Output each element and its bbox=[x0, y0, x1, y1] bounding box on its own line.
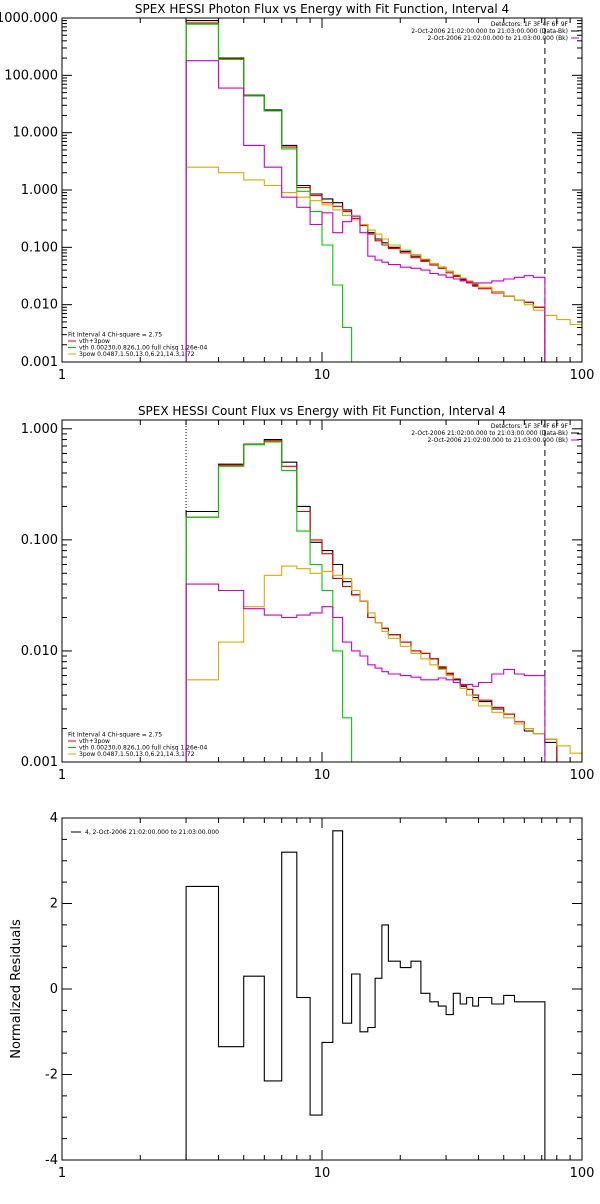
series-line-1 bbox=[185, 830, 546, 1160]
chart-panel-2: SPEX HESSI Count Flux vs Energy with Fit… bbox=[21, 404, 595, 783]
chart-title: SPEX HESSI Count Flux vs Energy with Fit… bbox=[138, 404, 506, 418]
legend-entry-text: Detectors: 1F 3F 4F 6F 9F bbox=[491, 423, 569, 430]
legend-entry-text: Detectors: 1F 3F 4F 6F 9F bbox=[491, 21, 569, 28]
y-tick-label: 100.000 bbox=[4, 68, 58, 83]
y-tick-label: 1000.000 bbox=[0, 11, 58, 26]
x-tick-label: 100 bbox=[570, 1166, 595, 1181]
legend-entry-text: vth 0.00230,0.826,1.00 full chisq 1.26e-… bbox=[79, 345, 207, 352]
y-tick-label: 0.001 bbox=[21, 755, 58, 770]
plot-frame bbox=[61, 17, 583, 363]
y-tick-label: 0.010 bbox=[21, 298, 58, 313]
x-tick-label: 10 bbox=[314, 1166, 331, 1181]
legend-entry-text: Fit Interval 4 Chi-square = 2.75 bbox=[68, 332, 162, 339]
legend-entry-text: Fit Interval 4 Chi-square = 2.75 bbox=[68, 732, 162, 739]
x-tick-label: 100 bbox=[570, 368, 595, 383]
x-tick-label: 10 bbox=[314, 368, 331, 383]
chart-panel-1: SPEX HESSI Photon Flux vs Energy with Fi… bbox=[0, 2, 594, 383]
series-line-4 bbox=[185, 166, 582, 362]
series-line-3 bbox=[185, 441, 353, 762]
legend-entry-text: 2-Oct-2006 21:02:00.000 to 21:03:00.000 … bbox=[428, 35, 569, 42]
series-line-1 bbox=[185, 439, 558, 762]
series-line-2 bbox=[185, 440, 558, 762]
x-tick-label: 10 bbox=[314, 768, 331, 783]
x-tick-label: 1 bbox=[58, 1166, 66, 1181]
y-tick-label: 0.100 bbox=[21, 240, 58, 255]
y-tick-label: 4 bbox=[50, 811, 58, 826]
y-tick-label: 10.000 bbox=[13, 126, 59, 141]
legend-entry-text: 2-Oct-2006 21:02:00.000 to 21:03:00.000 … bbox=[411, 430, 568, 437]
legend-entry-text: 3pow 0.0487,1.50,13.0,6.21,14.3,1.72 bbox=[79, 351, 195, 358]
y-axis-label: Normalized Residuals bbox=[9, 919, 24, 1059]
series-line-4 bbox=[185, 565, 582, 762]
y-tick-label: -4 bbox=[45, 1153, 58, 1168]
y-tick-label: 2 bbox=[50, 897, 58, 912]
legend-entry-text: vth+3pow bbox=[79, 738, 110, 745]
series-line-5 bbox=[185, 583, 546, 762]
legend-entry-text: vth 0.00230,0.826,1.00 full chisq 1.26e-… bbox=[79, 745, 207, 752]
x-tick-label: 1 bbox=[58, 368, 66, 383]
legend-entry-text: vth+3pow bbox=[79, 338, 110, 345]
legend-entry-text: 4, 2-Oct-2006 21:02:00.000 to 21:03:00.0… bbox=[85, 829, 219, 836]
x-tick-label: 1 bbox=[58, 768, 66, 783]
y-tick-label: -2 bbox=[45, 1068, 58, 1083]
plot-frame bbox=[61, 817, 583, 1161]
legend-entry-text: 2-Oct-2006 21:02:00.000 to 21:03:00.000 … bbox=[428, 437, 569, 444]
x-tick-label: 100 bbox=[570, 768, 595, 783]
series-line-1 bbox=[185, 20, 546, 362]
legend-entry-text: 3pow 0.0487,1.50,13.0,6.21,14.3,1.72 bbox=[79, 751, 195, 758]
plot-frame bbox=[61, 419, 583, 763]
y-tick-label: 0.100 bbox=[21, 533, 58, 548]
chart-panel-3: Normalized Residuals 1 10 100 -4 -2 0 2 4 4, 2-Oc… bbox=[9, 811, 594, 1181]
legend-entry-text: 2-Oct-2006 21:02:00.000 to 21:03:00.000 … bbox=[411, 28, 568, 35]
series-line-3 bbox=[185, 23, 360, 362]
series-line-5 bbox=[185, 60, 546, 362]
series-line-2 bbox=[185, 22, 546, 362]
chart-title: SPEX HESSI Photon Flux vs Energy with Fi… bbox=[135, 2, 509, 16]
y-tick-label: 1.000 bbox=[21, 183, 58, 198]
y-tick-label: 0.001 bbox=[21, 355, 58, 370]
y-tick-label: 0 bbox=[50, 982, 58, 997]
y-tick-label: 1.000 bbox=[21, 422, 58, 437]
y-tick-label: 0.010 bbox=[21, 644, 58, 659]
